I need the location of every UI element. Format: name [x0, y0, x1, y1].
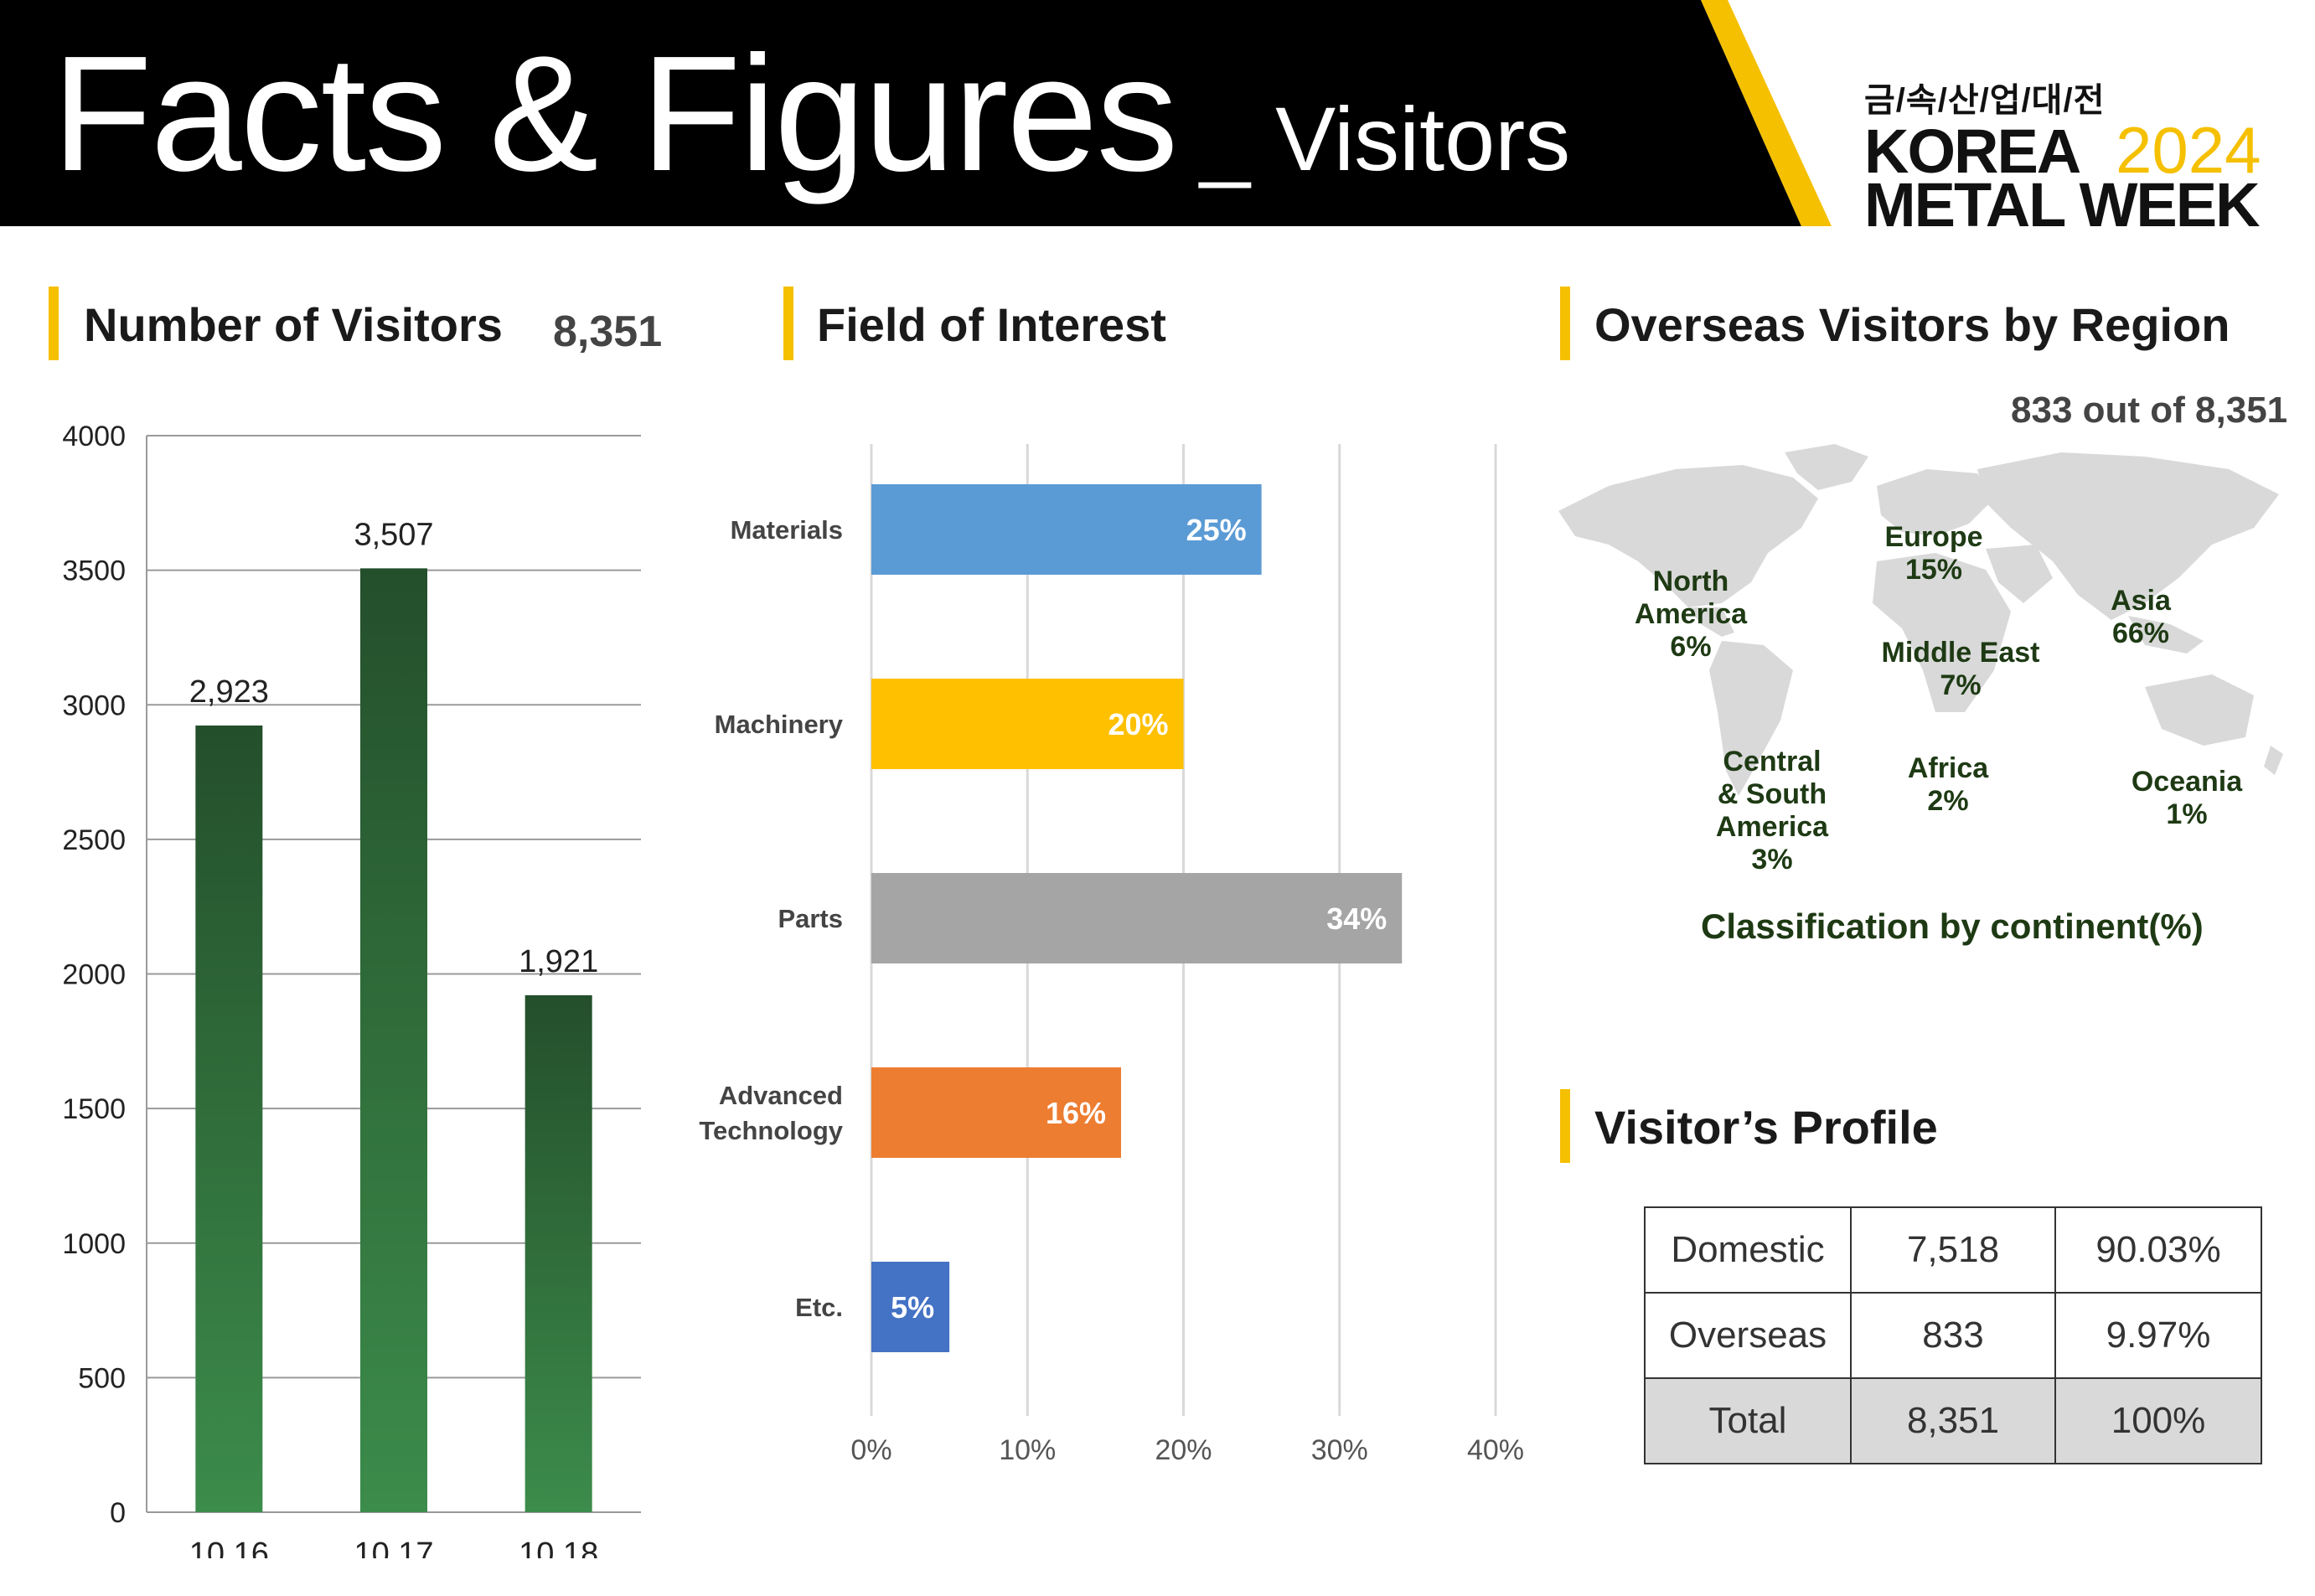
y-tick-label: 500 [78, 1362, 126, 1394]
header-black-band [0, 0, 1801, 226]
profile-label: Overseas [1644, 1292, 1852, 1379]
logo-korean-text: 금/속/산/업/대/전 [1864, 82, 2106, 119]
y-category-label: Advanced Technology [699, 1081, 843, 1145]
page-title: Facts & Figures [52, 22, 1178, 205]
y-tick-label: 3000 [62, 690, 126, 721]
interest-bar [871, 1262, 950, 1352]
bar-value-label: 16% [1046, 1096, 1106, 1130]
region-label-middle-east: Middle East 7% [1881, 637, 2040, 702]
logo-metal-week: METAL WEEK [1864, 170, 2261, 240]
bar-value-label: 1,921 [519, 944, 598, 979]
profile-heading-accent [1560, 1089, 1570, 1163]
region-label-oceania: Oceania 1% [2131, 766, 2243, 831]
x-category-label: 10.16 [189, 1537, 269, 1558]
table-row-total: Total 8,351 100% [1644, 1377, 2262, 1464]
interest-heading-accent [783, 287, 793, 360]
map-greenland [1785, 444, 1868, 490]
visitor-bar [195, 725, 263, 1512]
overseas-count: 833 out of 8,351 [2011, 390, 2288, 431]
map-south-america [1709, 641, 1793, 796]
profile-label: Total [1644, 1377, 1852, 1464]
map-asia [1977, 452, 2279, 620]
bar-value-label: 25% [1186, 513, 1247, 547]
map-middle-east [1986, 545, 2053, 603]
y-tick-label: 1000 [62, 1228, 126, 1260]
map-southeast-asia [2128, 616, 2204, 653]
visitor-bar [524, 994, 592, 1512]
bar-value-label: 3,507 [354, 517, 433, 552]
profile-count: 833 [1850, 1292, 2056, 1379]
y-category-label: Parts [778, 904, 843, 933]
y-tick-label: 2500 [62, 824, 126, 856]
interest-heading: Field of Interest [817, 298, 1166, 351]
visitors-heading-accent [49, 287, 59, 360]
region-label-asia: Asia 66% [2111, 585, 2171, 650]
interest-bar [871, 1067, 1121, 1158]
visitors-heading: Number of Visitors [84, 298, 503, 351]
bar-value-label: 20% [1108, 707, 1168, 741]
y-category-label: Materials [731, 515, 843, 545]
bar-value-label: 5% [891, 1290, 934, 1325]
y-category-label: Machinery [715, 710, 844, 739]
region-label-central-south-america: Central & South America 3% [1715, 746, 1829, 876]
map-africa [1873, 553, 2011, 712]
profile-heading: Visitor’s Profile [1594, 1101, 1938, 1154]
interest-bar [871, 873, 1403, 963]
map-europe [1877, 469, 1994, 536]
x-tick-label: 0% [850, 1434, 891, 1466]
x-tick-label: 30% [1311, 1434, 1368, 1466]
map-oceania [2145, 674, 2254, 746]
region-label-europe: Europe 15% [1884, 521, 1983, 586]
x-tick-label: 20% [1155, 1434, 1212, 1466]
map-caption: Classification by continent(%) [1701, 906, 2204, 946]
region-label-africa: Africa 2% [1907, 752, 1989, 818]
visitor-bar [360, 568, 427, 1512]
interest-bar [871, 484, 1262, 575]
profile-table: Domestic 7,518 90.03% Overseas 833 9.97%… [1644, 1206, 2262, 1464]
header-banner: Facts & Figures _ Visitors 금/속/산/업/대/전 K… [0, 0, 2315, 236]
x-tick-label: 40% [1467, 1434, 1524, 1466]
logo-year: 2024 [2116, 113, 2261, 187]
y-tick-label: 3500 [62, 555, 126, 587]
table-row: Domestic 7,518 90.03% [1644, 1206, 2262, 1294]
bar-value-label: 2,923 [189, 674, 269, 710]
map-central-america [1688, 607, 1734, 637]
header-accent-stripe [1701, 0, 1832, 226]
table-row: Overseas 833 9.97% [1644, 1292, 2262, 1379]
header-background [0, 0, 1832, 226]
region-heading: Overseas Visitors by Region [1594, 298, 2230, 351]
world-map [1558, 444, 2283, 796]
visitors-total: 8,351 [553, 307, 663, 356]
y-category-label: Etc. [795, 1293, 843, 1322]
interest-bar-chart: 0% 10% 20% 30% 40% 25% Materials 20% Machinery 34… [699, 444, 1524, 1466]
profile-count: 7,518 [1850, 1206, 2056, 1294]
interest-bar [871, 679, 1184, 769]
page-subtitle: _ Visitors [1200, 88, 1571, 189]
profile-share: 9.97% [2054, 1292, 2262, 1379]
visitors-bar-chart: 0 500 1000 1500 2000 2500 3000 3500 4000 2,923 10.… [62, 421, 641, 1558]
y-tick-label: 1500 [62, 1093, 126, 1125]
x-category-label: 10.17 [354, 1537, 433, 1558]
map-new-zealand [2264, 746, 2283, 775]
profile-share: 90.03% [2054, 1206, 2262, 1294]
profile-label: Domestic [1644, 1206, 1852, 1294]
x-category-label: 10.18 [519, 1537, 598, 1558]
region-heading-accent [1560, 287, 1570, 360]
y-tick-label: 4000 [62, 421, 126, 452]
x-tick-label: 10% [999, 1434, 1056, 1466]
y-tick-label: 0 [110, 1497, 126, 1529]
logo-korea: KOREA [1864, 116, 2081, 186]
map-north-america [1558, 465, 1818, 607]
y-tick-label: 2000 [62, 959, 126, 991]
region-label-north-america: North America 6% [1634, 566, 1748, 664]
profile-count: 8,351 [1850, 1377, 2056, 1464]
profile-share: 100% [2054, 1377, 2262, 1464]
bar-value-label: 34% [1326, 901, 1387, 936]
